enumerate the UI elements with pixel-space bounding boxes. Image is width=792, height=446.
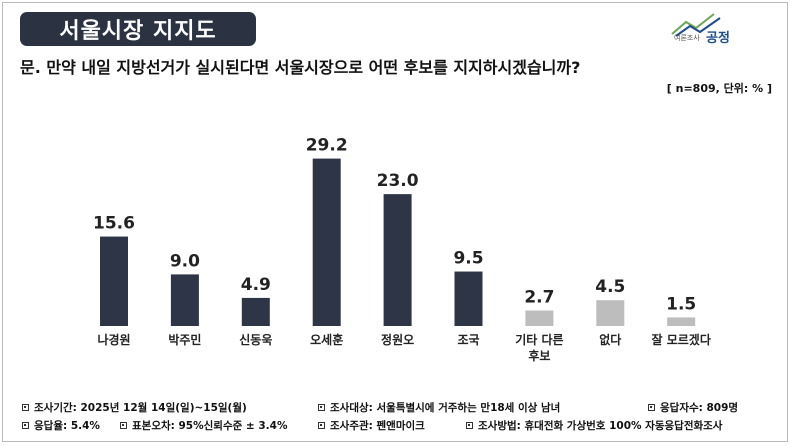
bar-value-label: 9.0: [170, 251, 200, 271]
bar-value-label: 4.5: [595, 277, 625, 297]
footer-margin-error: 표본오차: 95%신뢰수준 ± 3.4%: [120, 418, 288, 433]
bar-value-label: 9.5: [453, 249, 483, 269]
bar: [454, 271, 483, 326]
footer-text: 응답자수: 809명: [660, 402, 739, 414]
bullet-square-icon: [648, 404, 655, 411]
footer-text: 조사주관: 펜앤마이크: [330, 420, 425, 432]
bar-value-label: 29.2: [306, 136, 348, 156]
bar-value-label: 2.7: [524, 288, 554, 308]
footer-row-2: 응답율: 5.4% 표본오차: 95%신뢰수준 ± 3.4% 조사주관: 펜앤마…: [22, 418, 782, 436]
bar: [170, 274, 199, 326]
footer-sponsor: 조사주관: 펜앤마이크: [318, 418, 425, 433]
bullet-square-icon: [22, 422, 29, 429]
bullet-square-icon: [120, 422, 127, 429]
bar: [667, 317, 696, 326]
category-label: 나경원: [97, 332, 130, 347]
bar: [241, 297, 270, 326]
footer-response-rate: 응답율: 5.4%: [22, 418, 100, 433]
category-label: 잘 모르겠다: [652, 332, 711, 347]
bar: [596, 300, 625, 326]
category-label: 정원오: [381, 332, 414, 347]
bar: [383, 194, 412, 326]
bar-value-label: 4.9: [241, 275, 271, 295]
category-label: 조국: [457, 333, 479, 347]
bullet-square-icon: [466, 422, 473, 429]
logo-mark-icon: [671, 13, 721, 37]
footer-text: 응답율: 5.4%: [34, 420, 100, 432]
footer-method: 조사방법: 휴대전화 가상번호 100% 자동응답전화조사: [466, 418, 722, 433]
footer-target: 조사대상: 서울특별시에 거주하는 만18세 이상 남녀: [318, 400, 560, 415]
pollster-logo: 여론조사 공정: [664, 10, 774, 46]
bullet-square-icon: [22, 404, 29, 411]
footer-text: 조사기간: 2025년 12월 14일(일)~15일(월): [34, 402, 247, 414]
page-title: 서울시장 지지도: [20, 12, 256, 46]
category-label: 후보: [528, 348, 550, 363]
footer-period: 조사기간: 2025년 12월 14일(일)~15일(월): [22, 400, 247, 415]
category-label: 기타 다른: [515, 332, 563, 347]
logo-small-text: 여론조사: [674, 34, 700, 42]
logo-big-text: 공정: [706, 31, 730, 46]
bullet-square-icon: [318, 404, 325, 411]
footer-text: 표본오차: 95%신뢰수준 ± 3.4%: [132, 420, 288, 432]
footer-text: 조사방법: 휴대전화 가상번호 100% 자동응답전화조사: [478, 420, 723, 432]
survey-footer: 조사기간: 2025년 12월 14일(일)~15일(월) 조사대상: 서울특별…: [22, 400, 782, 436]
footer-row-1: 조사기간: 2025년 12월 14일(일)~15일(월) 조사대상: 서울특별…: [22, 400, 782, 418]
category-label: 오세훈: [310, 332, 343, 347]
bullet-square-icon: [318, 422, 325, 429]
survey-question: 문. 만약 내일 지방선거가 실시된다면 서울시장으로 어떤 후보를 지지하시겠…: [20, 58, 581, 77]
bar-chart: 15.6 나경원 9.0 박주민 4.9 신동욱 29.2 오세훈 23.0 정원오 9.5 조국 2.…: [93, 136, 711, 363]
category-label: 신동욱: [239, 332, 272, 347]
bar: [525, 310, 554, 326]
footer-text: 조사대상: 서울특별시에 거주하는 만18세 이상 남녀: [330, 402, 561, 414]
slide-frame: [2, 2, 788, 442]
bar: [100, 236, 128, 326]
bar-value-label: 15.6: [93, 214, 135, 234]
bar-value-label: 23.0: [377, 171, 419, 191]
category-label: 박주민: [168, 332, 201, 347]
footer-respondents: 응답자수: 809명: [648, 400, 738, 415]
bar: [312, 158, 341, 326]
bar-value-label: 1.5: [666, 294, 696, 314]
category-label: 없다: [599, 332, 621, 347]
sample-note: [ n=809, 단위: % ]: [666, 82, 772, 95]
